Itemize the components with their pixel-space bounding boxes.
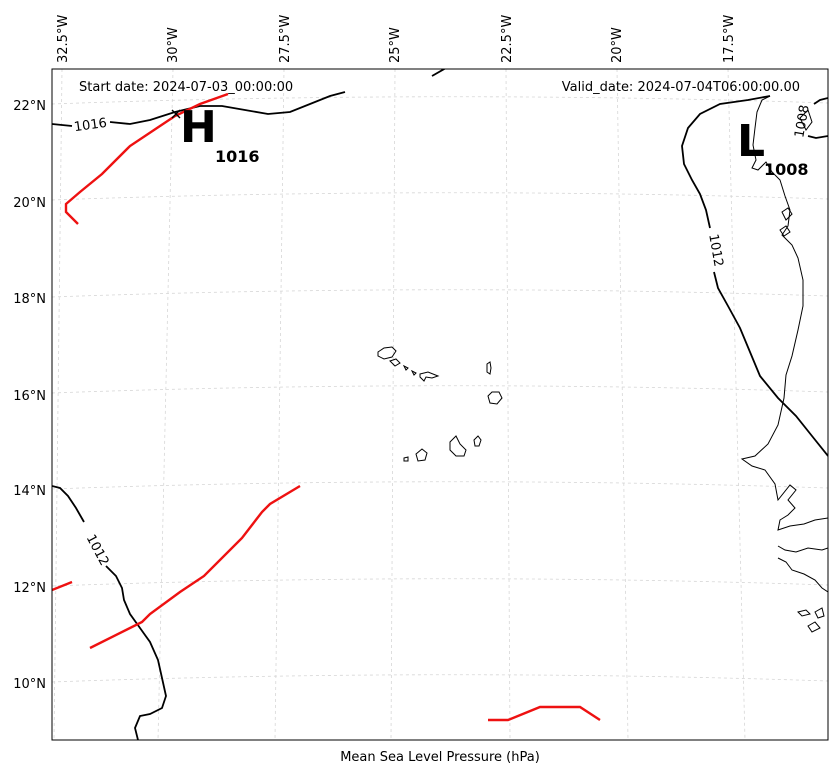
banc-arguin-islands	[779, 207, 793, 237]
lon-tick-30w: 30°W	[166, 27, 181, 63]
fronts	[52, 92, 601, 722]
isobar-label-1012-east: 1012	[705, 233, 726, 268]
front-south	[488, 705, 601, 722]
meridian-30w	[157, 69, 174, 740]
low-pressure-letter: L	[737, 116, 765, 167]
lat-tick-20n: 20°N	[13, 196, 46, 211]
island-boa-vista	[487, 391, 503, 405]
high-pressure-value: 1016	[215, 147, 260, 166]
isobar-1016-north	[52, 69, 447, 127]
isobar-1008-east	[807, 97, 828, 139]
valid-date-label: Valid_date: 2024-07-04T06:00:00.00	[562, 80, 800, 95]
lon-tick-17-5w: 17.5°W	[722, 15, 737, 63]
lon-tick-32-5w: 32.5°W	[56, 15, 71, 63]
meridian-22-5w	[505, 69, 511, 740]
meridian-27-5w	[274, 69, 285, 740]
lon-tick-22-5w: 22.5°W	[500, 15, 515, 63]
meridian-17-5w	[727, 69, 746, 740]
meridian-20w	[616, 69, 629, 740]
parallel-16n	[52, 385, 828, 394]
island-maio	[473, 435, 482, 447]
high-center-marker	[171, 109, 181, 119]
parallel-12n	[52, 578, 828, 587]
canary-fragment	[799, 109, 813, 131]
island-sal	[486, 361, 492, 375]
coastlines	[740, 95, 828, 633]
island-santa-luzia	[402, 364, 409, 371]
africa-coast	[740, 95, 828, 531]
isobar-1012-southwest	[52, 485, 167, 740]
island-santiago	[449, 435, 467, 457]
front-central	[89, 484, 301, 650]
graticule	[52, 69, 828, 740]
lat-tick-10n: 10°N	[13, 677, 46, 692]
x-axis-label: Mean Sea Level Pressure (hPa)	[340, 750, 540, 765]
meridian-32-5w	[53, 69, 63, 740]
lat-tick-16n: 16°N	[13, 389, 46, 404]
lat-tick-12n: 12°N	[13, 581, 46, 596]
bissagos-island-1	[797, 609, 811, 617]
front-west-stub	[52, 580, 73, 592]
parallel-20n	[52, 192, 828, 201]
cape-verde-islands	[377, 346, 503, 462]
isobar-label-1012-southwest: 1012	[83, 532, 112, 568]
plot-frame	[51, 68, 829, 741]
parallel-10n	[52, 674, 828, 683]
parallel-14n	[52, 481, 828, 490]
isobars	[52, 69, 828, 740]
low-pressure-value: 1008	[764, 160, 809, 179]
lat-tick-18n: 18°N	[13, 292, 46, 307]
front-north	[64, 92, 229, 225]
lon-tick-25w: 25°W	[388, 27, 403, 63]
island-fogo	[415, 448, 428, 462]
guinea-bissau-coast	[777, 557, 828, 593]
isobar-label-1016: 1016	[73, 116, 108, 135]
lon-tick-20w: 20°W	[610, 27, 625, 63]
bissagos-island-3	[814, 607, 825, 619]
start-date-label: Start date: 2024-07-03_00:00:00	[79, 80, 293, 95]
lon-tick-27-5w: 27.5°W	[278, 15, 293, 63]
meridian-25w	[390, 69, 396, 740]
parallel-18n	[52, 289, 828, 298]
island-sao-nicolau	[410, 369, 440, 382]
island-sao-vicente	[389, 358, 401, 367]
lat-tick-14n: 14°N	[13, 484, 46, 499]
high-pressure-letter: H	[180, 102, 217, 153]
island-santo-antao	[377, 346, 397, 360]
island-brava	[403, 456, 409, 462]
isobar-label-1008: 1008	[792, 104, 813, 139]
bissagos-island-2	[807, 621, 821, 633]
gambia-coast	[777, 545, 828, 553]
parallel-22n	[52, 96, 828, 105]
lat-tick-22n: 22°N	[13, 99, 46, 114]
isobar-1012-east	[681, 95, 828, 457]
